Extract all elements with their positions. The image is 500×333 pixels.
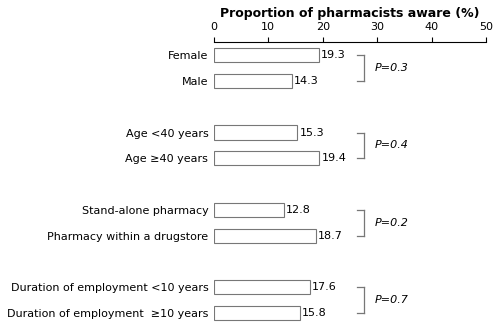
- Text: P=0.7: P=0.7: [374, 295, 408, 305]
- Bar: [214, 229, 316, 243]
- Text: P=0.2: P=0.2: [374, 218, 408, 228]
- Text: 15.3: 15.3: [300, 128, 324, 138]
- Bar: [214, 151, 320, 166]
- Text: 19.4: 19.4: [322, 153, 346, 163]
- Text: 12.8: 12.8: [286, 205, 310, 215]
- Text: P=0.4: P=0.4: [374, 141, 408, 151]
- Bar: [214, 48, 319, 62]
- Text: 18.7: 18.7: [318, 231, 342, 241]
- Text: P=0.3: P=0.3: [374, 63, 408, 73]
- Bar: [214, 126, 297, 140]
- Text: 14.3: 14.3: [294, 76, 318, 86]
- X-axis label: Proportion of pharmacists aware (%): Proportion of pharmacists aware (%): [220, 7, 479, 20]
- Bar: [214, 203, 284, 217]
- Bar: [214, 306, 300, 320]
- Text: 19.3: 19.3: [321, 50, 346, 60]
- Bar: [214, 280, 310, 294]
- Text: 17.6: 17.6: [312, 282, 336, 292]
- Text: 15.8: 15.8: [302, 308, 327, 318]
- Bar: [214, 74, 292, 88]
